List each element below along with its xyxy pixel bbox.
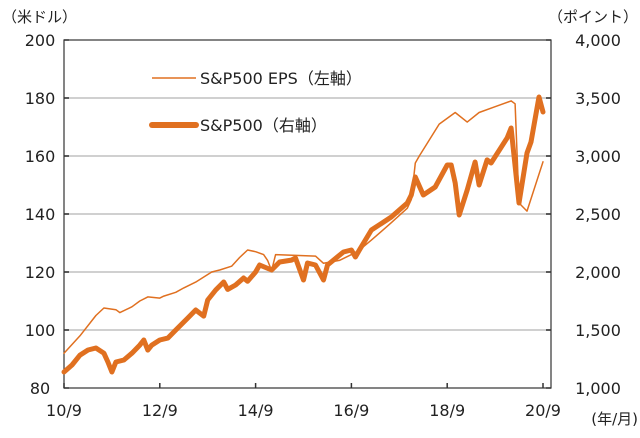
y-tick-label-left: 140 (25, 205, 56, 224)
x-tick-label: 18/9 (429, 401, 465, 420)
y-tick-label-left: 180 (25, 89, 56, 108)
x-axis-title: (年/月) (591, 410, 638, 428)
x-tick-label: 20/9 (525, 401, 561, 420)
x-tick-label: 14/9 (238, 401, 274, 420)
y-tick-label-left: 120 (25, 263, 56, 282)
y-tick-label-right: 3,000 (575, 147, 621, 166)
series-line-sp500 (61, 94, 546, 375)
y-tick-label-right: 2,500 (575, 205, 621, 224)
y-tick-label-left: 100 (25, 321, 56, 340)
series-line-eps (63, 100, 544, 354)
legend-label-sp500: S&P500（右軸） (200, 116, 327, 135)
x-tick-label: 16/9 (333, 401, 369, 420)
y-tick-label-right: 2,000 (575, 263, 621, 282)
gridlines (64, 97, 551, 331)
left-axis-title: （米ドル） (2, 8, 77, 26)
x-tick-label: 10/9 (46, 401, 82, 420)
y-tick-label-right: 1,500 (575, 321, 621, 340)
y-tick-label-right: 3,500 (575, 89, 621, 108)
axis-ticks: 80 1,000 100 1,500 120 2,000 140 2,500 160 3,000 1… (25, 31, 621, 420)
series-lines (61, 94, 546, 375)
x-tick-label: 12/9 (142, 401, 178, 420)
y-tick-label-left: 80 (30, 379, 50, 398)
y-tick-label-right: 4,000 (575, 31, 621, 50)
legend-label-eps: S&P500 EPS（左軸） (200, 69, 362, 88)
legend: S&P500 EPS（左軸） S&P500（右軸） (149, 69, 362, 135)
right-axis-title: （ポイント） (548, 8, 638, 26)
y-tick-label-right: 1,000 (575, 379, 621, 398)
y-tick-label-left: 200 (25, 31, 56, 50)
y-tick-label-left: 160 (25, 147, 56, 166)
